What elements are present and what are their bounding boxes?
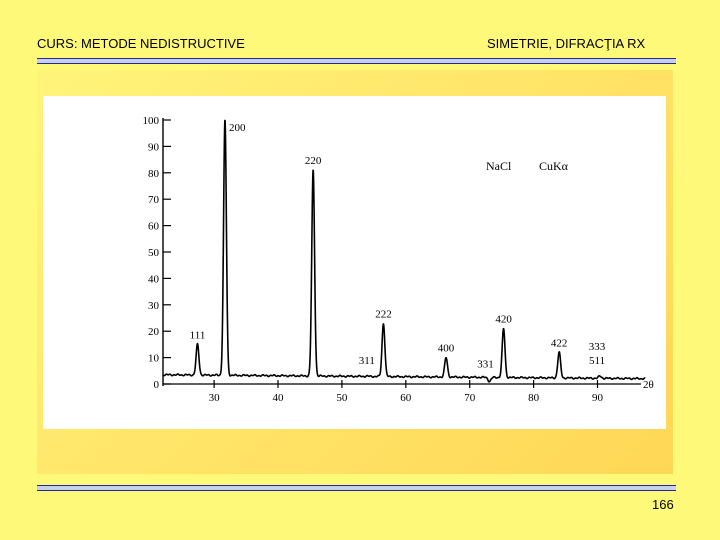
y-tick-label: 50 (148, 247, 160, 259)
peak-label-200: 200 (229, 122, 246, 134)
y-tick-label: 20 (148, 326, 160, 338)
peak-label-311: 311 (359, 355, 375, 367)
x-tick-label: 60 (400, 392, 412, 404)
y-tick-label: 60 (148, 221, 160, 233)
header-course-title: CURS: METODE NEDISTRUCTIVE (37, 36, 245, 51)
peak-label-220: 220 (305, 155, 322, 167)
x-tick-label: 80 (528, 392, 540, 404)
xrd-chart: 0 10 20 30 40 50 60 70 80 90 100 30 40 50 60 70 80 90 11… (143, 115, 654, 404)
peak-label-111: 111 (190, 329, 206, 341)
annotation-sample: NaCl (486, 159, 512, 173)
annotation-radiation: CuKα (539, 159, 569, 173)
y-axis: 0 10 20 30 40 50 60 70 80 90 100 (143, 115, 171, 391)
peak-labels: 111 200 220 311 222 400 331 420 422 333 511 (190, 122, 606, 370)
x-tick-label: 40 (273, 392, 285, 404)
x-tick-label: 30 (209, 392, 221, 404)
xrd-pattern-figure: 0 10 20 30 40 50 60 70 80 90 100 30 40 50 60 70 80 90 11… (43, 96, 666, 429)
x-tick-label: 90 (592, 392, 604, 404)
x-axis: 30 40 50 60 70 80 90 (163, 380, 641, 404)
page-number: 166 (652, 497, 674, 512)
header-topic-title: SIMETRIE, DIFRACŢIA RX (487, 36, 646, 51)
x-tick-label: 70 (464, 392, 476, 404)
y-tick-label: 80 (148, 168, 160, 180)
y-tick-label: 10 (148, 353, 160, 365)
peak-label-400: 400 (438, 343, 455, 355)
peak-label-333: 333 (589, 341, 606, 353)
y-tick-label: 90 (148, 141, 160, 153)
peak-label-420: 420 (495, 314, 512, 326)
x-tick-label: 50 (336, 392, 348, 404)
top-divider (37, 58, 676, 64)
y-tick-label: 30 (148, 300, 160, 312)
peak-label-331: 331 (477, 358, 494, 370)
peak-label-222: 222 (375, 308, 392, 320)
y-tick-label: 70 (148, 194, 160, 206)
diffraction-trace (162, 119, 646, 383)
y-tick-label: 0 (154, 379, 160, 391)
peak-label-511: 511 (589, 355, 605, 367)
peak-label-422: 422 (551, 337, 568, 349)
bottom-divider (37, 485, 676, 491)
y-tick-label: 40 (148, 273, 160, 285)
y-tick-label: 100 (143, 115, 160, 127)
x-axis-label: 2θ (643, 379, 654, 391)
